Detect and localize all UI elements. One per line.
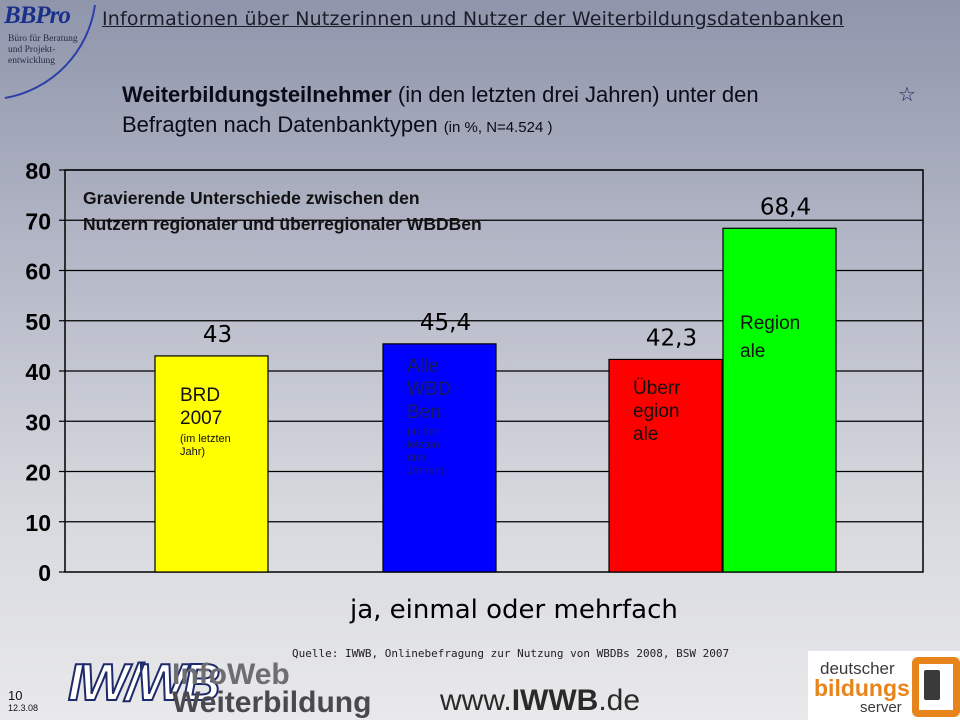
bar-label-sub: Jahren) xyxy=(407,465,445,477)
iwwb-mark: IW/WB xyxy=(68,656,219,712)
bildungsserver-logo[interactable]: deutscher bildungs server xyxy=(808,651,960,720)
y-tick-label: 70 xyxy=(25,208,51,234)
logo-sub-line: Büro für Beratung xyxy=(8,34,78,44)
y-tick-label: 10 xyxy=(25,510,51,536)
logo-infoweb: InfoWeb xyxy=(172,658,290,691)
partner-line2: bildungs xyxy=(814,675,910,701)
slide-date: 12.3.08 xyxy=(8,703,39,713)
website-link[interactable]: www.IWWB.de xyxy=(440,684,640,718)
bar-label-main: ale xyxy=(740,341,766,362)
bar xyxy=(382,343,497,573)
bbpro-logo: BBPro Büro für Beratung und Projekt- ent… xyxy=(0,0,100,100)
chart-annotation: Gravierende Unterschiede zwischen den Nu… xyxy=(83,185,482,237)
url-pre: www. xyxy=(440,684,512,717)
y-tick-label: 80 xyxy=(25,158,51,184)
bar-label-main: ale xyxy=(633,424,659,445)
bar-label-main: Überr xyxy=(633,378,681,399)
bar-label-ueberregional: Überr egion ale xyxy=(633,377,681,446)
bar xyxy=(608,358,723,573)
header-title: Informationen über Nutzerinnen und Nutze… xyxy=(102,8,844,30)
bar xyxy=(154,355,269,573)
bar-label-main: BRD xyxy=(180,385,221,406)
bar-label-main: Alle xyxy=(407,356,439,377)
url-post: .de xyxy=(598,684,641,717)
x-axis-label: ja, einmal oder mehrfach xyxy=(350,595,678,625)
logo-sub-line: und Projekt- xyxy=(8,45,56,55)
bar-label-alle: Alle WBD Ben (in den letzten drei Jahren… xyxy=(407,355,451,478)
bbpro-logo-name: BBPro xyxy=(4,2,71,29)
title-bold: Weiterbildungsteilnehmer xyxy=(122,82,392,107)
url-bold: IWWB xyxy=(511,684,599,717)
bar xyxy=(722,227,837,573)
data-label: 68,4 xyxy=(760,194,811,220)
bar-label-main: Region xyxy=(740,313,801,334)
bar-label-sub: (im letzten xyxy=(180,433,231,445)
bar-label-main: 2007 xyxy=(180,408,223,429)
slide-title: Weiterbildungsteilnehmer (in den letzten… xyxy=(122,80,922,143)
data-label: 43 xyxy=(203,322,232,348)
annotation-line: Gravierende Unterschiede zwischen den xyxy=(83,188,420,208)
y-tick-label: 50 xyxy=(25,309,51,335)
title-line2: Befragten nach Datenbanktypen xyxy=(122,112,444,137)
data-label: 42,3 xyxy=(646,325,697,351)
bar-chart: 0 10 20 30 40 50 60 70 80 43 45,4 42,3 68,4 xyxy=(25,158,924,586)
title-small: (in %, N=4.524 ) xyxy=(443,119,553,136)
y-tick-label: 0 xyxy=(38,560,51,586)
data-label: 45,4 xyxy=(420,310,471,336)
title-rest: (in den letzten drei Jahren) unter den xyxy=(391,82,759,107)
page-number: 10 xyxy=(8,688,23,703)
partner-line1: deutscher xyxy=(820,659,895,678)
y-tick-label: 20 xyxy=(25,460,51,486)
bar-label-sub: drei xyxy=(407,452,426,464)
bar-label-sub: (in den xyxy=(407,426,441,438)
bar-label-regional: Region ale xyxy=(740,310,800,366)
logo-sub-line: entwicklung xyxy=(8,56,55,66)
bar-label-main: WBD xyxy=(407,379,452,400)
logo-weiterbildung: Weiterbildung xyxy=(172,686,372,719)
bbpro-logo-subtitle: Büro für Beratung und Projekt- entwicklu… xyxy=(8,34,78,67)
partner-box-icon xyxy=(912,657,960,717)
bar-label-main: Ben xyxy=(407,402,441,423)
partner-box-inner xyxy=(924,670,940,700)
bar-label-sub: letzten xyxy=(407,439,440,451)
partner-line3: server xyxy=(860,699,902,716)
annotation-line: Nutzern regionaler und überregionaler WB… xyxy=(83,214,482,234)
source-note: Quelle: IWWB, Onlinebefragung zur Nutzun… xyxy=(292,647,730,660)
bar-label-brd: BRD 2007 (im letzten Jahr) xyxy=(180,384,231,459)
y-tick-label: 60 xyxy=(25,259,51,285)
y-tick-label: 40 xyxy=(25,359,51,385)
bar-label-sub: Jahr) xyxy=(180,446,206,458)
star-icon[interactable]: ☆ xyxy=(898,84,916,106)
bar-label-main: egion xyxy=(633,401,680,422)
y-tick-label: 30 xyxy=(25,409,51,435)
logo-arc xyxy=(4,4,96,99)
